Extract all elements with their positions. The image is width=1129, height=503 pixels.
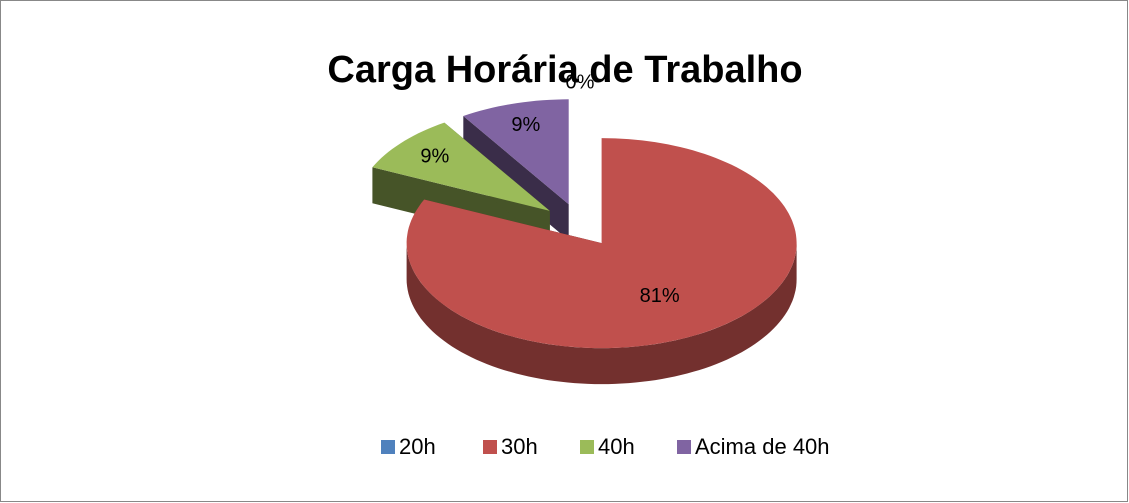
legend-label: 40h bbox=[598, 434, 635, 459]
data-label: 9% bbox=[420, 146, 449, 168]
slice-top bbox=[463, 99, 569, 205]
data-label: 81% bbox=[640, 285, 680, 307]
chart-title: Carga Horária de Trabalho bbox=[327, 49, 802, 91]
legend-label: Acima de 40h bbox=[695, 434, 830, 459]
pie-slice bbox=[406, 138, 797, 385]
legend-swatch bbox=[483, 440, 497, 454]
slice-top bbox=[372, 122, 550, 211]
data-label: 0% bbox=[566, 71, 595, 93]
slice-top bbox=[406, 138, 797, 349]
legend-swatch bbox=[580, 440, 594, 454]
data-label: 9% bbox=[511, 114, 540, 136]
legend-swatch bbox=[381, 440, 395, 454]
legend-label: 20h bbox=[399, 434, 436, 459]
legend-label: 30h bbox=[501, 434, 538, 459]
slice-side bbox=[406, 243, 797, 385]
legend-swatch bbox=[677, 440, 691, 454]
